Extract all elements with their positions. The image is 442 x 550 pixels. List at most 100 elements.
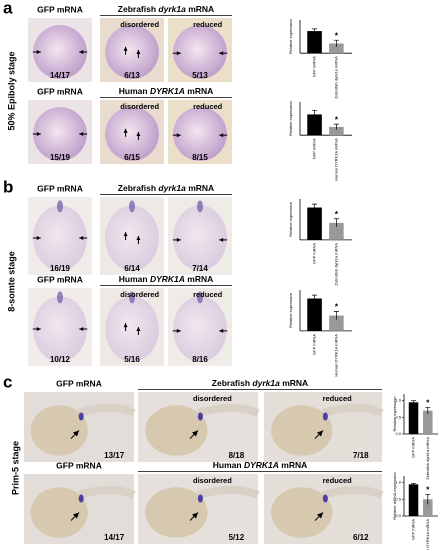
y-tick-label: 0.0 xyxy=(395,513,401,518)
x-tick-label: GFP mRNA xyxy=(411,519,416,540)
arrowhead xyxy=(219,328,224,333)
group-heading: Zebrafish dyrk1a mRNA xyxy=(118,183,214,193)
error-bar xyxy=(411,482,417,486)
arrowhead xyxy=(192,512,198,519)
arrowhead xyxy=(123,232,128,237)
bar xyxy=(307,298,322,331)
count: 15/19 xyxy=(50,153,71,162)
heading-part: mRNA xyxy=(282,378,308,388)
y-axis-label: Relative expression xyxy=(392,397,397,432)
error-bar xyxy=(312,28,318,34)
count: 5/13 xyxy=(192,71,208,80)
bar xyxy=(408,402,419,434)
x-tick-label: Zebrafish dyrk1a mRNA xyxy=(333,56,338,99)
error-bar xyxy=(333,39,339,47)
trunk xyxy=(77,403,136,417)
trunk xyxy=(321,403,384,417)
heading: GFP mRNA xyxy=(37,183,83,193)
arrowhead xyxy=(136,236,141,240)
count: 7/18 xyxy=(353,451,369,460)
error-bar xyxy=(333,311,339,320)
panel-letter: a xyxy=(3,0,13,17)
count: 8/18 xyxy=(229,451,245,460)
y-axis-label: Relative expression xyxy=(288,19,293,54)
count: 8/15 xyxy=(192,153,208,162)
stain xyxy=(57,291,63,304)
image-label: disordered xyxy=(120,20,159,29)
heading-part: DYRK1A xyxy=(244,460,279,470)
x-tick-label: Zebrafish dyrk1a mRNA xyxy=(425,437,430,480)
arrowhead xyxy=(123,128,128,133)
bar xyxy=(423,499,433,516)
arrowhead xyxy=(176,51,181,56)
heading-part: Human xyxy=(213,460,242,470)
error-bar xyxy=(333,218,339,227)
yolk xyxy=(145,405,208,456)
embryo xyxy=(173,205,227,271)
y-tick-label: 1.0 xyxy=(395,480,401,485)
count: 6/13 xyxy=(124,71,140,80)
heading-part: Human xyxy=(119,274,148,284)
count: 6/14 xyxy=(124,264,140,273)
image-label: disordered xyxy=(120,290,159,299)
stain xyxy=(197,291,203,304)
count: 7/14 xyxy=(192,264,208,273)
count: 14/17 xyxy=(50,71,71,80)
yolk xyxy=(30,487,88,538)
image-label: disordered xyxy=(193,394,232,403)
embryo xyxy=(105,107,159,161)
significance: * xyxy=(426,485,430,495)
heading-part: mRNA xyxy=(187,86,213,96)
heading-part: dyrk1a xyxy=(158,183,186,193)
embryo xyxy=(173,296,227,362)
arrowhead xyxy=(79,327,84,331)
arrowhead xyxy=(123,323,128,328)
bar xyxy=(307,31,322,54)
significance: * xyxy=(335,30,339,40)
x-tick-label: Human DYRK1A mRNA xyxy=(333,334,338,377)
embryo xyxy=(173,107,227,161)
heading-part: mRNA xyxy=(188,4,214,14)
arrowhead xyxy=(36,50,41,54)
y-axis-label: Relative expression xyxy=(288,202,293,237)
stain xyxy=(78,412,84,421)
arrowhead xyxy=(79,236,84,240)
embryo xyxy=(173,25,227,79)
significance: * xyxy=(335,302,339,312)
trunk xyxy=(196,403,260,417)
stain xyxy=(197,412,203,421)
y-axis-label: Relative expression xyxy=(288,293,293,328)
count: 16/19 xyxy=(50,264,71,273)
stage-label: 50% Epiboly stage xyxy=(6,51,16,130)
image-label: reduced xyxy=(193,102,223,111)
trunk xyxy=(196,485,260,499)
embryo xyxy=(105,25,159,79)
group-heading: Zebrafish dyrk1a mRNA xyxy=(118,4,214,14)
yolk xyxy=(145,487,208,538)
panel-letter: b xyxy=(3,177,13,196)
heading-part: Human xyxy=(119,86,148,96)
heading-part: dyrk1a xyxy=(158,4,186,14)
stage-label: Prim-5 stage xyxy=(10,441,20,495)
heading: GFP mRNA xyxy=(37,86,83,96)
bar xyxy=(408,484,419,516)
arrowhead xyxy=(123,46,128,51)
arrowhead xyxy=(176,237,181,242)
y-axis-label: Relative expression xyxy=(288,101,293,136)
group-heading: Human DYRK1A mRNA xyxy=(119,86,214,96)
y-tick-label: 1.0 xyxy=(395,398,401,403)
arrowhead xyxy=(36,327,41,331)
error-bar xyxy=(411,400,417,404)
yolk xyxy=(271,487,333,538)
heading-part: DYRK1A xyxy=(150,274,185,284)
error-bar xyxy=(312,109,318,119)
heading-part: mRNA xyxy=(188,183,214,193)
stain xyxy=(57,200,63,213)
x-tick-label: GFP mRNA xyxy=(411,437,416,458)
stain xyxy=(322,494,328,503)
significance: * xyxy=(426,398,430,408)
count: 14/17 xyxy=(104,533,125,542)
trunk xyxy=(321,485,384,499)
x-tick-label: Human DYRK1A mRNA xyxy=(425,519,430,550)
